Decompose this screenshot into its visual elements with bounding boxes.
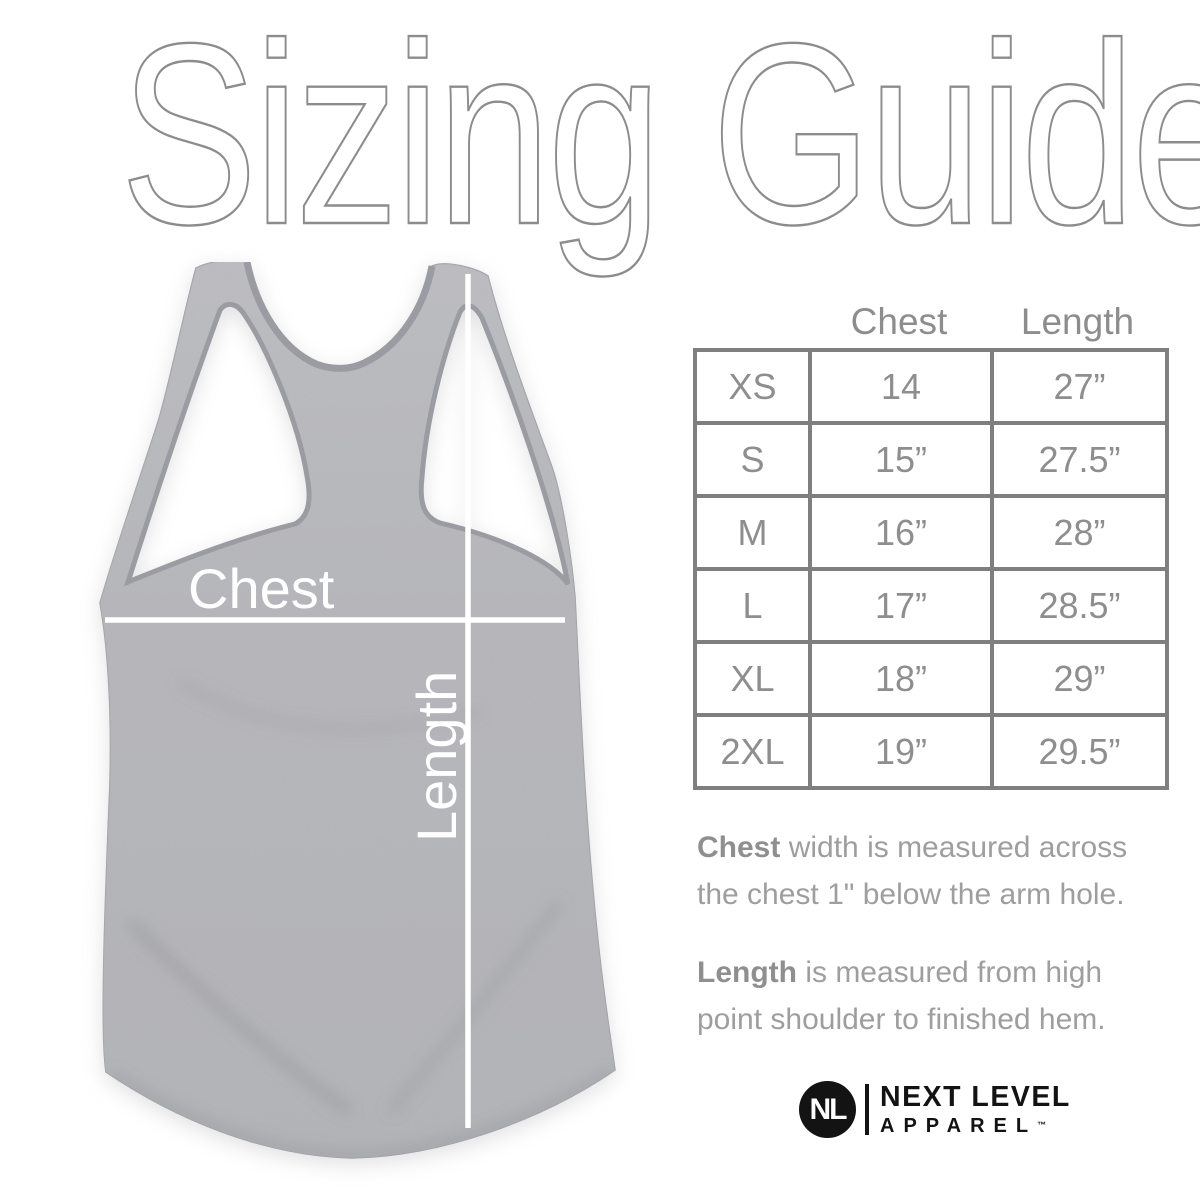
chest-cell: 14: [808, 348, 994, 425]
chest-cell: 15”: [808, 421, 994, 498]
length-cell: 28.5”: [990, 567, 1169, 644]
fabric-texture-light: [100, 262, 615, 1159]
table-row: S 15” 27.5”: [693, 421, 1169, 498]
brand-sub: APPAREL™: [880, 1114, 1071, 1137]
length-note: Length is measured from high point shoul…: [697, 949, 1200, 1043]
size-cell: XS: [693, 348, 812, 425]
chest-cell: 17”: [808, 567, 994, 644]
neckline-binding: [243, 262, 436, 372]
chest-note-text: width is measured across the chest 1" be…: [697, 831, 1128, 911]
table-row: XS 14 27”: [693, 348, 1169, 425]
length-note-term: Length: [697, 956, 797, 989]
size-cell: XL: [693, 640, 812, 717]
length-cell: 28”: [990, 494, 1169, 571]
length-note-text: is measured from high point shoulder to …: [697, 956, 1106, 1036]
table-row: 2XL 19” 29.5”: [693, 713, 1169, 790]
brand-name: NEXT LEVEL: [880, 1081, 1071, 1113]
trademark-symbol: ™: [1037, 1120, 1047, 1130]
chest-cell: 19”: [808, 713, 994, 790]
nl-monogram-icon: NL: [799, 1081, 856, 1138]
chest-cell: 18”: [808, 640, 994, 717]
tank-top-diagram: Chest Length: [99, 262, 616, 1159]
size-cell: 2XL: [693, 713, 812, 790]
size-cell: S: [693, 421, 812, 498]
size-cell: L: [693, 567, 812, 644]
right-armhole-binding: [418, 303, 571, 586]
length-cell: 27.5”: [990, 421, 1169, 498]
brand-logo: NL NEXT LEVEL APPAREL™: [799, 1081, 1071, 1138]
size-cell: M: [693, 494, 812, 571]
table-row: L 17” 28.5”: [693, 567, 1169, 644]
size-chart-table: XS 14 27” S 15” 27.5” M 16” 28” L 17” 28…: [693, 348, 1169, 790]
page-title: Sizing Guide: [119, 0, 1200, 279]
table-row: M 16” 28”: [693, 494, 1169, 571]
table-row: XL 18” 29”: [693, 640, 1169, 717]
chest-note: Chest width is measured across the chest…: [697, 824, 1200, 918]
left-armhole-binding: [124, 302, 312, 587]
length-line-label: Length: [405, 671, 468, 842]
logo-divider: [865, 1084, 869, 1135]
tank-top-illustration: [99, 262, 616, 1159]
brand-sub-text: APPAREL: [880, 1115, 1038, 1137]
nl-monogram-text: NL: [809, 1092, 848, 1126]
length-cell: 29.5”: [990, 713, 1169, 790]
brand-wordmark: NEXT LEVEL APPAREL™: [880, 1082, 1071, 1137]
length-cell: 27”: [990, 348, 1169, 425]
table-header-length: Length: [1020, 301, 1135, 342]
measurement-notes: Chest width is measured across the chest…: [697, 824, 1200, 1074]
length-cell: 29”: [990, 640, 1169, 717]
chest-cell: 16”: [808, 494, 994, 571]
chest-note-term: Chest: [697, 831, 781, 864]
chest-line-label: Chest: [188, 557, 335, 620]
measurement-overlay: Chest Length: [105, 274, 565, 1128]
table-header-chest: Chest: [850, 301, 948, 342]
